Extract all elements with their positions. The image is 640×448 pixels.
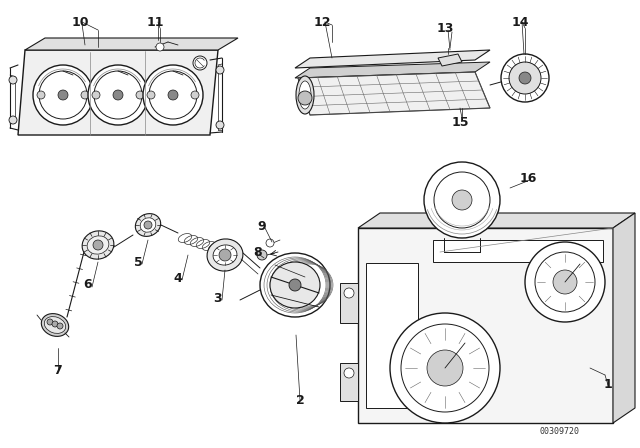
Polygon shape — [613, 213, 635, 423]
Circle shape — [553, 270, 577, 294]
Polygon shape — [438, 54, 462, 66]
Text: 2: 2 — [296, 393, 305, 406]
Circle shape — [92, 91, 100, 99]
Circle shape — [501, 54, 549, 102]
Ellipse shape — [270, 262, 320, 308]
Ellipse shape — [207, 239, 243, 271]
Circle shape — [39, 71, 87, 119]
Circle shape — [113, 90, 123, 100]
Circle shape — [149, 71, 197, 119]
Circle shape — [216, 66, 224, 74]
Circle shape — [193, 56, 207, 70]
Circle shape — [401, 324, 489, 412]
Text: 13: 13 — [436, 22, 454, 34]
Circle shape — [509, 62, 541, 94]
Circle shape — [9, 76, 17, 84]
Circle shape — [47, 319, 53, 325]
Circle shape — [93, 240, 103, 250]
Circle shape — [88, 65, 148, 125]
Text: 3: 3 — [214, 292, 222, 305]
Text: 11: 11 — [147, 16, 164, 29]
Ellipse shape — [87, 236, 109, 254]
Circle shape — [452, 190, 472, 210]
Circle shape — [168, 90, 178, 100]
Text: 1: 1 — [604, 379, 612, 392]
Circle shape — [143, 65, 203, 125]
Ellipse shape — [213, 245, 237, 265]
Circle shape — [81, 91, 89, 99]
Polygon shape — [298, 72, 490, 115]
Polygon shape — [358, 213, 635, 228]
Circle shape — [424, 162, 500, 238]
Circle shape — [191, 91, 199, 99]
Text: 9: 9 — [258, 220, 266, 233]
Circle shape — [427, 350, 463, 386]
Text: 6: 6 — [84, 279, 92, 292]
Text: 8: 8 — [253, 246, 262, 258]
Circle shape — [519, 72, 531, 84]
Ellipse shape — [42, 314, 68, 336]
Text: 16: 16 — [519, 172, 537, 185]
Ellipse shape — [140, 218, 156, 232]
Circle shape — [298, 91, 312, 105]
Circle shape — [57, 323, 63, 329]
Text: 12: 12 — [313, 16, 331, 29]
Ellipse shape — [82, 231, 114, 259]
Text: 4: 4 — [173, 271, 182, 284]
Circle shape — [266, 239, 274, 247]
Circle shape — [344, 288, 354, 298]
Text: 7: 7 — [54, 363, 62, 376]
Bar — [366, 263, 418, 408]
Bar — [433, 240, 603, 262]
Bar — [340, 363, 358, 401]
Polygon shape — [25, 38, 238, 50]
Text: 10: 10 — [71, 16, 89, 29]
Ellipse shape — [44, 317, 66, 333]
Polygon shape — [295, 50, 490, 68]
Circle shape — [344, 368, 354, 378]
Ellipse shape — [260, 253, 330, 317]
Circle shape — [37, 91, 45, 99]
Text: 15: 15 — [451, 116, 468, 129]
Circle shape — [94, 71, 142, 119]
Circle shape — [136, 91, 144, 99]
Bar — [358, 228, 613, 423]
Circle shape — [52, 321, 58, 327]
Circle shape — [33, 65, 93, 125]
Ellipse shape — [299, 81, 311, 109]
Text: 5: 5 — [134, 255, 142, 268]
Circle shape — [434, 172, 490, 228]
Circle shape — [156, 43, 164, 51]
Circle shape — [147, 91, 155, 99]
Circle shape — [216, 121, 224, 129]
Circle shape — [390, 313, 500, 423]
Circle shape — [9, 116, 17, 124]
Polygon shape — [18, 50, 218, 135]
Circle shape — [289, 279, 301, 291]
Circle shape — [219, 249, 231, 261]
Circle shape — [535, 252, 595, 312]
Text: 00309720: 00309720 — [540, 427, 580, 436]
Circle shape — [525, 242, 605, 322]
Circle shape — [58, 90, 68, 100]
Ellipse shape — [135, 214, 161, 237]
Circle shape — [144, 221, 152, 229]
Text: 14: 14 — [511, 16, 529, 29]
Circle shape — [257, 250, 267, 260]
Polygon shape — [295, 62, 490, 78]
Bar — [340, 283, 358, 323]
Ellipse shape — [296, 76, 314, 114]
